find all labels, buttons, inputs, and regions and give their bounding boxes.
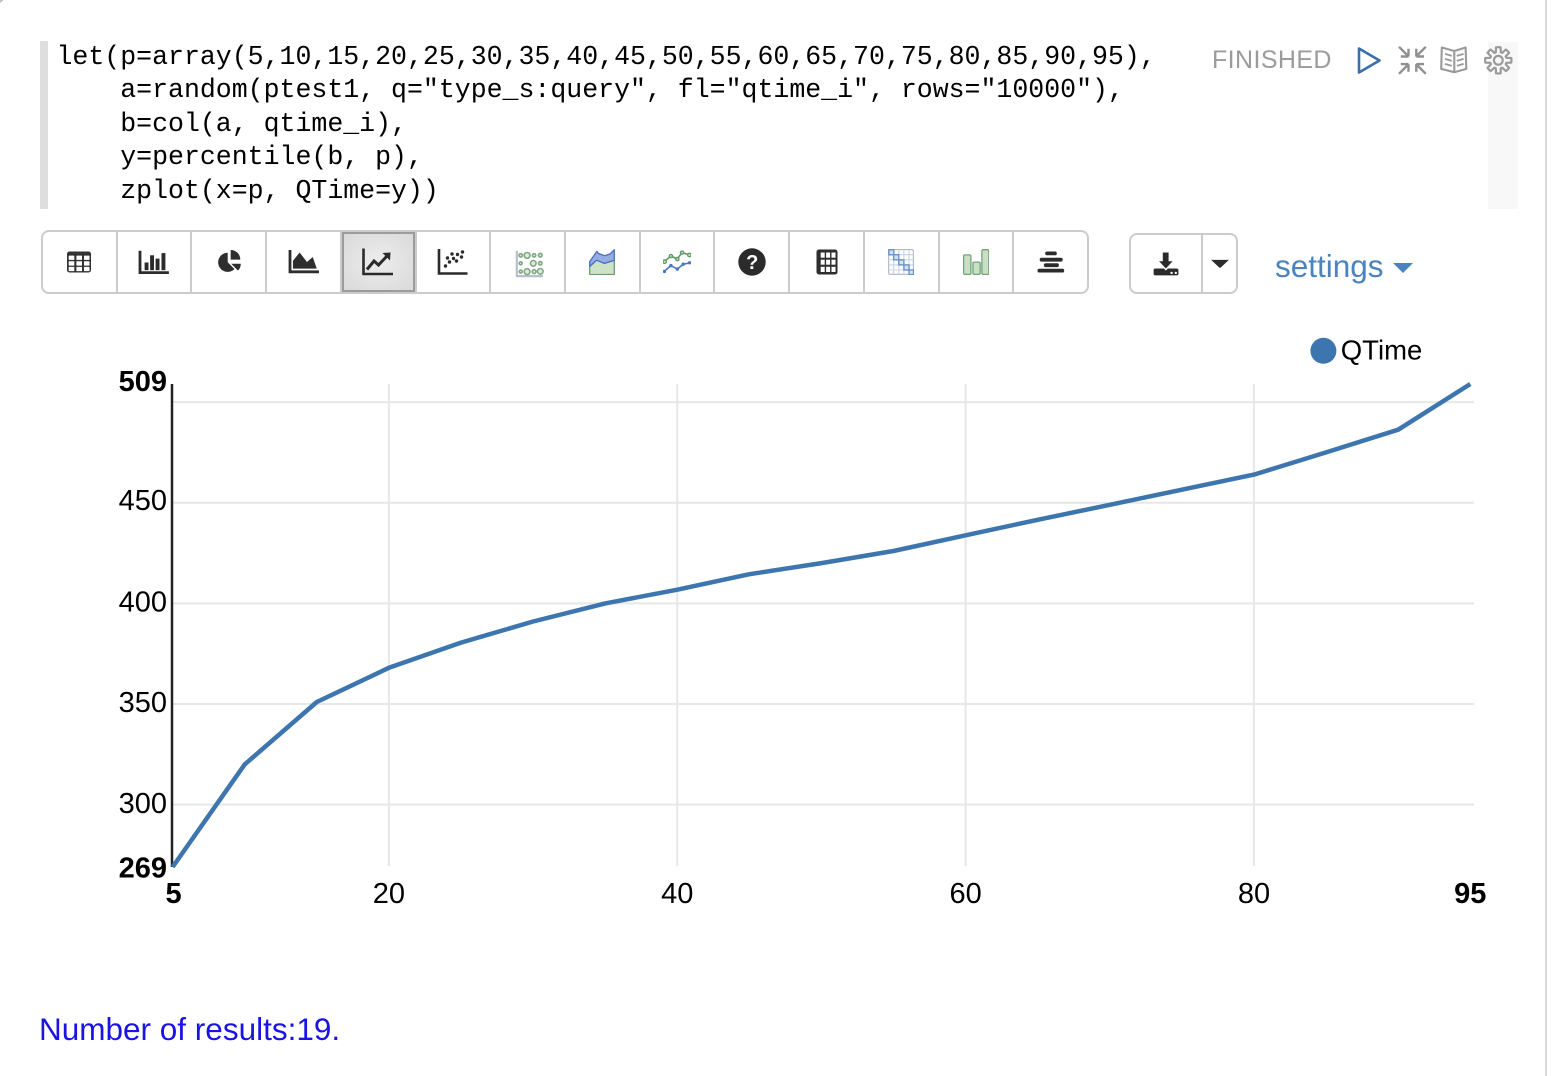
svg-text:20: 20 (373, 878, 405, 910)
svg-text:300: 300 (119, 788, 167, 820)
svg-text:QTime: QTime (1341, 335, 1422, 366)
svg-text:95: 95 (1454, 878, 1486, 910)
svg-text:509: 509 (119, 366, 167, 398)
svg-text:400: 400 (119, 587, 167, 619)
svg-text:5: 5 (166, 878, 182, 910)
svg-text:?: ? (746, 252, 758, 274)
svg-text:450: 450 (119, 485, 167, 517)
svg-text:350: 350 (119, 687, 167, 719)
svg-text:60: 60 (949, 878, 981, 910)
svg-text:269: 269 (119, 853, 167, 885)
svg-text:80: 80 (1238, 878, 1270, 910)
svg-text:40: 40 (661, 878, 693, 910)
